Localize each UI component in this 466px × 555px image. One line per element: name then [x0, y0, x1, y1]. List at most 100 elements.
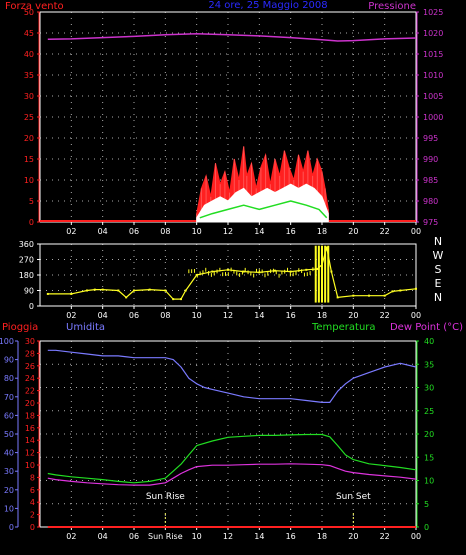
compass-letter: S — [435, 263, 442, 276]
rain-tick-label: 4 — [30, 498, 35, 507]
x-tick-label: 10 — [192, 311, 202, 320]
x-tick-label: 20 — [348, 311, 358, 320]
wind-tick-label: 15 — [24, 155, 34, 164]
compass-letter: N — [434, 291, 442, 304]
temperature-axis-title: Temperatura — [311, 322, 376, 333]
wind-tick-label: 20 — [24, 134, 34, 143]
x-tick-label: 04 — [98, 311, 108, 320]
temperature-tick-label: 30 — [424, 384, 434, 393]
rain-tick-label: 24 — [25, 374, 35, 383]
humidity-line — [47, 349, 417, 403]
direction-point — [172, 298, 175, 301]
direction-point — [133, 289, 135, 292]
pressure-tick-label: 995 — [423, 134, 438, 143]
x-tick-label: 16 — [286, 227, 296, 236]
pressure-tick-label: 1005 — [423, 92, 443, 101]
x-tick-label: 06 — [129, 311, 139, 320]
direction-point — [316, 267, 319, 270]
pressure-tick-label: 1015 — [423, 50, 443, 59]
direction-point — [227, 268, 229, 271]
direction-tick-label: 180 — [19, 271, 34, 280]
humidity-tick-label: 20 — [4, 486, 14, 495]
temperature-tick-label: 25 — [424, 407, 434, 416]
humidity-tick-label: 30 — [4, 467, 14, 476]
x-tick-label: 16 — [286, 311, 296, 320]
pressure-tick-label: 1010 — [423, 71, 443, 80]
humidity-tick-label: 60 — [4, 411, 14, 420]
direction-point — [330, 270, 333, 273]
x-tick-label: 06 — [129, 227, 139, 236]
direction-point — [368, 294, 370, 297]
pressure-tick-label: 1020 — [423, 29, 443, 38]
humidity-tick-label: 70 — [4, 393, 14, 402]
temperature-tick-label: 15 — [424, 453, 434, 462]
direction-point — [70, 292, 73, 295]
sunrise-label: Sun Rise — [146, 492, 185, 502]
temperature-line — [47, 433, 417, 484]
temperature-tick-label: 10 — [424, 477, 434, 486]
x-tick-label: 02 — [66, 227, 76, 236]
direction-point — [325, 246, 328, 249]
x-tick-label: 12 — [223, 227, 233, 236]
wind-green-series — [199, 200, 328, 219]
rain-tick-label: 20 — [25, 399, 35, 408]
chart-date-title: 24 ore, 25 Maggio 2008 — [208, 0, 327, 11]
humidity-tick-label: 40 — [4, 449, 14, 458]
direction-point — [195, 274, 198, 276]
direction-tick-label: 0 — [29, 302, 34, 311]
temperature-tick-label: 0 — [424, 523, 429, 532]
direction-point — [148, 288, 151, 291]
direction-point — [101, 288, 104, 291]
rain-tick-label: 2 — [30, 511, 35, 520]
pressure-tick-label: 980 — [423, 197, 438, 206]
direction-point — [86, 289, 88, 292]
dew-point-line — [47, 463, 417, 486]
wind-tick-label: 35 — [24, 71, 34, 80]
compass-letter: W — [433, 249, 444, 262]
wind-tick-label: 0 — [29, 218, 34, 227]
x-tick-label: 04 — [98, 532, 108, 541]
rain-tick-label: 30 — [25, 337, 35, 346]
direction-point — [289, 270, 292, 273]
wind-tick-label: 5 — [29, 197, 34, 206]
sunset-label: Sun Set — [336, 492, 371, 502]
rain-tick-label: 14 — [25, 436, 35, 445]
direction-tick-label: 90 — [24, 287, 34, 296]
x-tick-label: 02 — [66, 311, 76, 320]
direction-point — [46, 292, 49, 295]
compass-letter: E — [435, 277, 442, 290]
x-tick-label: 10 — [192, 532, 202, 541]
rain-tick-label: 12 — [25, 449, 35, 458]
direction-tick-label: 360 — [19, 240, 34, 249]
x-tick-label: 18 — [317, 227, 327, 236]
rain-tick-label: 10 — [25, 461, 35, 470]
wind-tick-label: 40 — [24, 50, 34, 59]
temperature-tick-label: 5 — [424, 500, 429, 509]
x-tick-label: 14 — [254, 532, 264, 541]
direction-trace — [47, 246, 417, 300]
x-tick-label: 04 — [98, 227, 108, 236]
temperature-tick-label: 35 — [424, 360, 434, 369]
wind-tick-label: 45 — [24, 29, 34, 38]
direction-point — [383, 294, 386, 297]
pressure-tick-label: 975 — [423, 218, 438, 227]
direction-point — [164, 289, 167, 292]
x-tick-label: Sun Rise — [148, 532, 183, 541]
compass-letter: N — [434, 235, 442, 248]
pressure-axis-title: Pressione — [368, 1, 416, 12]
wind-tick-label: 25 — [24, 113, 34, 122]
x-tick-label: 08 — [160, 227, 170, 236]
rain-tick-label: 28 — [25, 349, 35, 358]
pressure-tick-label: 1000 — [423, 113, 443, 122]
direction-point — [352, 294, 355, 297]
dew-point-axis-title: Dew Point (°C) — [390, 322, 463, 333]
direction-point — [305, 268, 308, 271]
x-tick-label: 14 — [254, 311, 264, 320]
x-tick-label: 14 — [254, 227, 264, 236]
pressure-line — [47, 33, 417, 42]
wind-tick-label: 30 — [24, 92, 34, 101]
wind-pressure-panel: 0510152025303540455097598098599099510001… — [24, 8, 444, 236]
x-tick-label: 12 — [223, 532, 233, 541]
rain-tick-label: 22 — [25, 387, 35, 396]
direction-point — [399, 289, 402, 292]
